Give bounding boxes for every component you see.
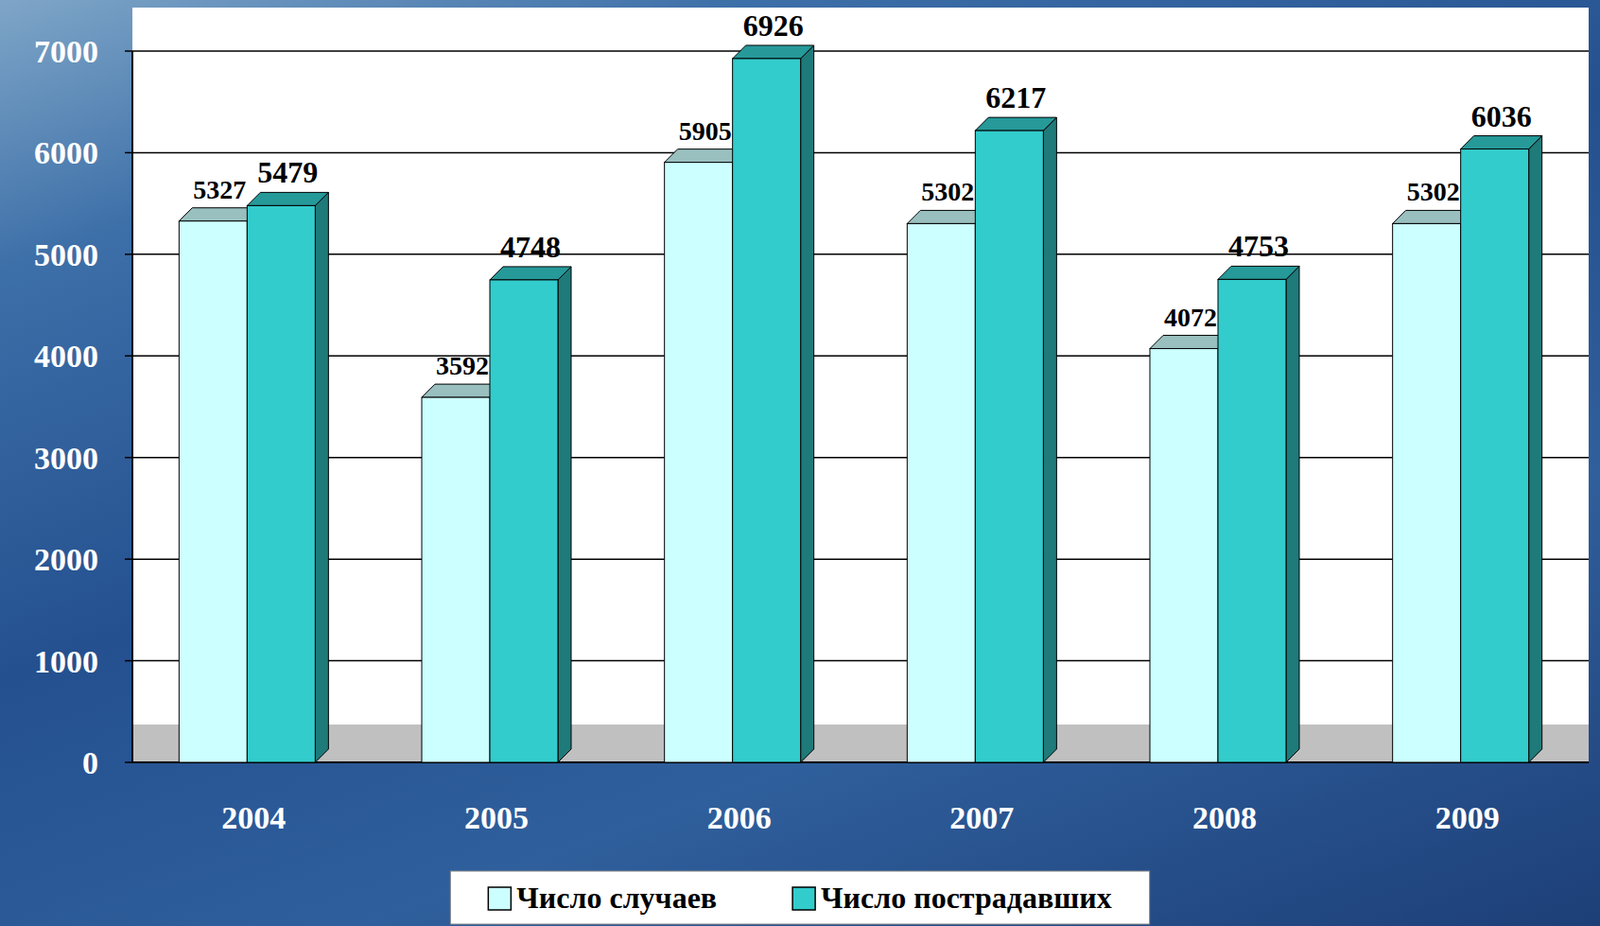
grid-line xyxy=(132,50,1589,53)
bar xyxy=(906,223,975,763)
x-tick-label: 2006 xyxy=(707,800,772,835)
bar-side xyxy=(1286,265,1300,763)
bar-side xyxy=(557,266,572,763)
bar xyxy=(664,162,733,763)
y-tick-label: 5000 xyxy=(34,237,99,273)
tick xyxy=(124,660,133,662)
bar-side xyxy=(1529,136,1543,763)
data-label: 3592 xyxy=(435,350,489,381)
data-label: 6926 xyxy=(743,8,804,43)
data-label: 4748 xyxy=(500,229,561,264)
bar xyxy=(246,205,315,763)
tick xyxy=(124,456,133,459)
legend-swatch xyxy=(487,886,511,910)
grid-line xyxy=(132,152,1589,155)
legend-label: Число пострадавших xyxy=(820,880,1113,915)
tick xyxy=(124,355,133,358)
tick xyxy=(124,50,133,53)
bar-top xyxy=(974,117,1057,131)
bar xyxy=(732,58,801,763)
data-label: 6036 xyxy=(1471,99,1532,134)
plot-area xyxy=(132,7,1589,763)
bar-top xyxy=(489,266,572,280)
data-label: 4072 xyxy=(1164,302,1218,332)
x-tick-label: 2009 xyxy=(1435,800,1500,835)
bar xyxy=(1460,149,1530,763)
bar-side xyxy=(314,191,329,763)
bars xyxy=(178,45,1542,763)
y-axis xyxy=(131,51,134,763)
data-label: 5479 xyxy=(257,155,318,190)
tick xyxy=(124,253,133,256)
y-tick-label: 1000 xyxy=(34,643,99,679)
grid-line xyxy=(132,355,1589,358)
bar xyxy=(1149,348,1218,763)
data-label: 5302 xyxy=(921,176,974,207)
y-tick-label: 7000 xyxy=(34,34,99,70)
grid-line xyxy=(132,456,1589,459)
bar xyxy=(1392,223,1461,763)
bar xyxy=(489,279,558,763)
data-label: 4753 xyxy=(1228,228,1289,263)
x-tick-label: 2004 xyxy=(221,800,286,835)
y-tick-label: 6000 xyxy=(34,135,99,171)
x-tick-label: 2005 xyxy=(464,800,529,835)
tick xyxy=(124,152,133,155)
grid-line xyxy=(132,253,1589,256)
chart: 0 1000 2000 3000 4000 5000 6000 7000 5327 5479 359… xyxy=(0,0,1600,926)
legend-label: Число случаев xyxy=(516,880,717,915)
data-label: 5327 xyxy=(192,174,246,205)
data-label: 5905 xyxy=(678,116,732,146)
bar xyxy=(974,130,1044,763)
legend: Число случаев Число пострадавших xyxy=(450,870,1149,924)
bar-top xyxy=(1217,265,1300,279)
x-tick-label: 2008 xyxy=(1192,800,1257,835)
grid-line xyxy=(132,761,1589,764)
bar xyxy=(421,397,490,763)
tick xyxy=(124,557,133,560)
bar-side xyxy=(800,45,815,763)
legend-box xyxy=(450,870,1149,924)
x-tick-label: 2007 xyxy=(949,800,1014,835)
y-tick-label: 2000 xyxy=(34,541,99,577)
tick xyxy=(124,761,133,764)
bar xyxy=(178,221,247,763)
bar xyxy=(1217,278,1287,763)
data-label: 5302 xyxy=(1407,176,1461,207)
y-tick-label: 3000 xyxy=(34,440,99,476)
y-tick-label: 0 xyxy=(82,745,99,781)
grid-line xyxy=(132,557,1589,560)
floor xyxy=(132,724,1589,763)
bar-top xyxy=(1460,136,1543,150)
data-label: 6217 xyxy=(985,80,1046,115)
grid-line xyxy=(132,660,1589,662)
bar-top xyxy=(246,191,329,206)
data-labels: 5327 5479 3592 4748 5905 6926 5302 6217 4072 4753… xyxy=(192,8,1531,381)
bar-top xyxy=(732,45,815,59)
x-axis xyxy=(132,761,1589,764)
bar-side xyxy=(1043,117,1057,763)
y-tick-label: 4000 xyxy=(34,338,99,374)
legend-swatch xyxy=(792,886,816,910)
